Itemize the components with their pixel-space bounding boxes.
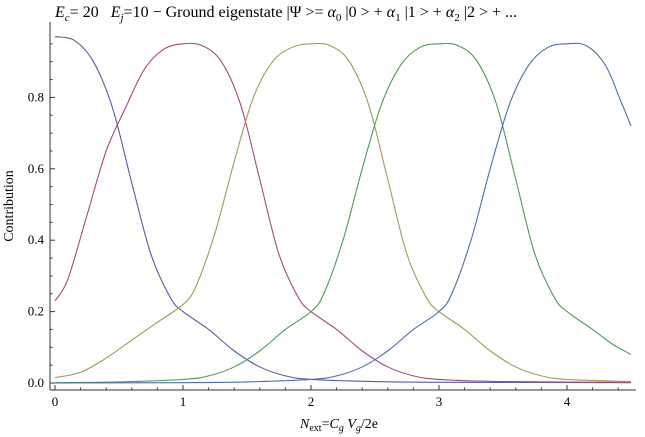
y-tick-label: 0.0 — [28, 375, 44, 390]
title-alpha0-sub: 0 — [336, 12, 342, 24]
x-tick-label: 4 — [564, 394, 571, 409]
title-alpha1: α — [387, 4, 396, 21]
title-ec-sub: c — [65, 12, 70, 24]
x-tick-label: 1 — [180, 394, 187, 409]
series-line-4 — [54, 42, 632, 384]
x-tick-label: 3 — [436, 394, 443, 409]
title-ket2: |2 > + ... — [460, 4, 517, 21]
series-line-1 — [54, 42, 632, 383]
title-alpha0: α — [328, 4, 337, 21]
y-tick-label: 0.4 — [28, 232, 45, 247]
xlabel-n: N — [299, 417, 310, 432]
xlabel-n-sub: ext — [309, 423, 321, 434]
title-ec-label: E — [54, 4, 65, 21]
title-rest-a: − Ground eigenstate |Ψ >= — [149, 4, 328, 21]
title-ket0: |0 > + — [341, 4, 386, 21]
y-tick-label: 0.2 — [28, 304, 44, 319]
xlabel-c-sub: g — [339, 423, 344, 434]
xlabel-c: C — [329, 417, 339, 432]
x-axis-label: Next=Cg Vg/2e — [299, 417, 378, 434]
xlabel-eq: = — [322, 417, 330, 432]
y-axis-label: Contribution — [2, 170, 17, 242]
x-tick-label: 0 — [52, 394, 59, 409]
series-group — [54, 36, 632, 384]
y-tick-label: 0.8 — [28, 89, 44, 104]
y-tick-label: 0.6 — [28, 161, 45, 176]
x-tick-label: 2 — [308, 394, 315, 409]
title-ej-label: E — [110, 4, 121, 21]
title-ec-value: = 20 — [70, 4, 99, 21]
series-line-3 — [54, 42, 632, 384]
title-ej-sub: j — [118, 12, 123, 24]
xlabel-v-sub: g — [356, 423, 361, 434]
title-alpha1-sub: 1 — [395, 12, 401, 24]
title-alpha2-sub: 2 — [454, 12, 460, 24]
tick-group: 0 1 2 3 4 0.0 0.2 0.4 0.6 0.8 — [28, 43, 619, 409]
chart-title: Ec= 20 Ej=10 − Ground eigenstate |Ψ >= α0… — [54, 4, 517, 24]
series-line-0 — [54, 36, 632, 384]
title-ej-value: =10 — [124, 4, 149, 21]
xlabel-v: V — [344, 417, 358, 432]
title-alpha2: α — [446, 4, 455, 21]
xlabel-rest: /2e — [361, 417, 378, 432]
series-line-2 — [54, 42, 632, 383]
title-ket1: |1 > + — [401, 4, 446, 21]
